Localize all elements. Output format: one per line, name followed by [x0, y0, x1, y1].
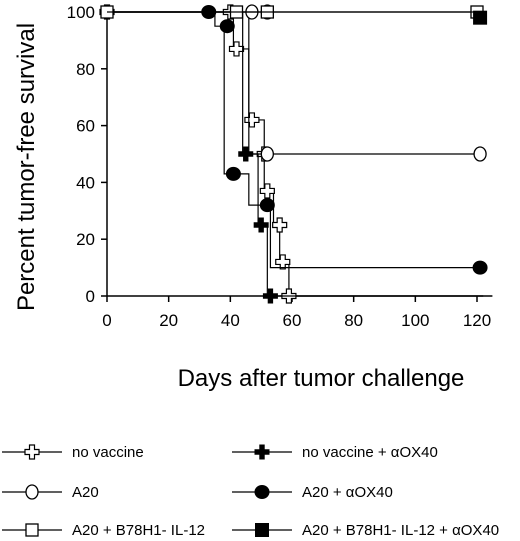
series-filled-circle [107, 5, 488, 275]
legend-marker [25, 523, 39, 537]
series-open-circle [107, 4, 487, 162]
data-point [259, 183, 275, 199]
series-line [107, 11, 484, 19]
legend-label: no vaccine [72, 444, 144, 461]
legend-label: A20 + B78H1- IL-12 [72, 522, 205, 539]
legend-marker [255, 523, 269, 537]
legend-item-filled-square: A20 + B78H1- IL-12 + αOX40 [232, 522, 499, 539]
open-square-icon [25, 523, 39, 537]
legend: no vaccine no vaccine + αOX40 A20 A20 + αOX… [2, 444, 499, 539]
filled-cross-icon [238, 146, 254, 162]
filled-circle-icon [225, 166, 241, 181]
filled-circle-icon [254, 485, 270, 499]
open-cross-icon [272, 217, 288, 233]
legend-item-open-square: A20 + B78H1- IL-12 [2, 522, 205, 539]
open-cross-icon [275, 254, 291, 270]
legend-label: A20 [72, 484, 99, 501]
y-tick-label: 80 [76, 60, 95, 79]
legend-label: no vaccine + αOX40 [302, 444, 438, 461]
data-point [228, 41, 245, 57]
legend-item-open-cross: no vaccine [2, 444, 144, 461]
legend-item-open-circle: A20 [2, 484, 99, 501]
series-filled-square [107, 10, 488, 25]
series-line [107, 11, 484, 297]
data-point [253, 217, 269, 233]
data-point [473, 146, 487, 162]
filled-square-icon [255, 523, 269, 537]
y-tick-label: 40 [76, 173, 95, 192]
filled-cross-icon [254, 444, 270, 460]
filled-square-icon [473, 10, 488, 25]
legend-label: A20 + B78H1- IL-12 + αOX40 [302, 522, 499, 539]
y-tick-label: 60 [76, 117, 95, 136]
open-circle-icon [260, 146, 274, 162]
x-tick-label: 0 [102, 311, 111, 330]
series-line [107, 11, 484, 155]
x-tick-label: 40 [221, 311, 240, 330]
series-filled-cross [107, 11, 484, 304]
x-tick-label: 100 [401, 311, 429, 330]
filled-cross-icon [253, 217, 269, 233]
data-point [238, 146, 254, 162]
legend-marker [25, 484, 39, 500]
y-tick-label: 100 [67, 3, 95, 22]
legend-label: A20 + αOX40 [302, 484, 393, 501]
x-axis-ticks: 0 20 40 60 80 100 120 [102, 296, 491, 330]
filled-circle-icon [472, 260, 488, 275]
series-line [107, 11, 484, 269]
legend-marker [254, 444, 270, 460]
y-tick-label: 0 [86, 287, 95, 306]
legend-item-filled-circle: A20 + αOX40 [232, 484, 393, 501]
data-point [262, 288, 278, 304]
x-tick-label: 120 [463, 311, 491, 330]
filled-cross-icon [262, 288, 278, 304]
filled-circle-icon [219, 19, 235, 34]
y-axis-ticks: 0 20 40 60 80 100 [67, 3, 107, 306]
legend-marker [254, 485, 270, 499]
open-cross-icon [244, 112, 260, 128]
legend-item-filled-cross: no vaccine + αOX40 [232, 444, 438, 461]
data-point [473, 10, 488, 25]
data-point [219, 19, 235, 34]
y-tick-label: 20 [76, 230, 95, 249]
open-cross-icon [228, 41, 245, 57]
legend-marker [24, 444, 40, 460]
x-tick-label: 80 [344, 311, 363, 330]
data-point [260, 146, 274, 162]
data-point [259, 198, 275, 213]
x-axis-title: Days after tumor challenge [178, 365, 465, 392]
data-point [275, 254, 291, 270]
x-tick-label: 60 [283, 311, 302, 330]
axes: 0 20 40 60 80 100 120 0 20 40 60 80 100 [67, 3, 493, 330]
open-cross-icon [24, 444, 40, 460]
data-point [244, 112, 260, 128]
data-point [272, 217, 288, 233]
series-layer [99, 4, 488, 304]
data-point [225, 166, 241, 181]
data-point [472, 260, 488, 275]
open-circle-icon [473, 146, 487, 162]
open-cross-icon [259, 183, 275, 199]
open-circle-icon [25, 484, 39, 500]
x-tick-label: 20 [159, 311, 178, 330]
y-axis-title: Percent tumor-free survival [13, 23, 40, 311]
filled-circle-icon [259, 198, 275, 213]
